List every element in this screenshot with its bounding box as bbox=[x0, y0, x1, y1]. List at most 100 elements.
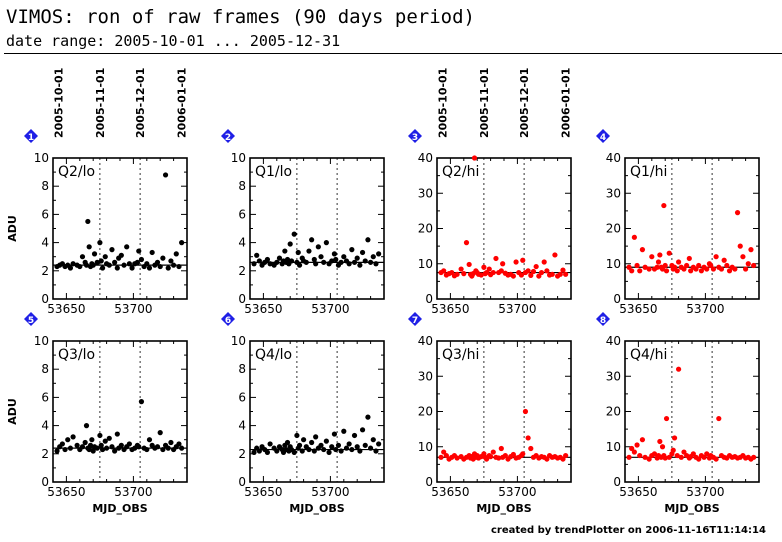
data-point bbox=[94, 445, 100, 451]
y-tick-label: 2 bbox=[41, 264, 49, 278]
data-point bbox=[359, 249, 366, 256]
data-point bbox=[136, 444, 142, 450]
data-point bbox=[98, 442, 104, 448]
data-point bbox=[65, 437, 71, 443]
data-point bbox=[663, 415, 670, 422]
data-point bbox=[85, 218, 91, 225]
data-point bbox=[634, 442, 640, 448]
y-tick-label: 40 bbox=[606, 334, 621, 348]
panel-3: 0 10 20 30 40 53650 53700 Q2/hi 3 2005-10-01 2005-… bbox=[408, 68, 573, 316]
data-point bbox=[666, 454, 672, 460]
data-point bbox=[745, 261, 751, 267]
data-point bbox=[530, 268, 537, 275]
data-point bbox=[121, 262, 127, 268]
panel-badge-icon bbox=[596, 129, 610, 143]
data-point bbox=[179, 445, 185, 451]
data-point bbox=[718, 266, 725, 272]
data-point bbox=[441, 268, 447, 274]
data-point bbox=[496, 455, 502, 461]
data-point bbox=[657, 252, 663, 258]
y-axis-label: ADU bbox=[6, 215, 19, 242]
data-point bbox=[557, 271, 563, 277]
data-point bbox=[716, 415, 722, 422]
data-point bbox=[376, 441, 382, 447]
y-tick-label: 10 bbox=[34, 151, 49, 165]
x-tick-label: 53650 bbox=[619, 485, 657, 499]
data-point bbox=[104, 445, 110, 451]
data-point bbox=[114, 431, 120, 437]
data-point bbox=[168, 258, 174, 264]
data-point bbox=[331, 251, 338, 257]
data-point bbox=[376, 251, 382, 257]
data-point bbox=[335, 442, 342, 448]
data-point bbox=[368, 445, 374, 451]
data-point bbox=[144, 446, 150, 453]
data-point bbox=[349, 446, 355, 453]
data-point bbox=[637, 268, 643, 274]
data-point bbox=[251, 449, 257, 455]
data-point bbox=[646, 456, 652, 462]
data-point bbox=[309, 237, 315, 243]
y-tick-label: 6 bbox=[41, 390, 49, 404]
data-point bbox=[500, 261, 506, 267]
data-point bbox=[365, 414, 371, 420]
data-point bbox=[315, 244, 321, 250]
y-tick-label: 0 bbox=[425, 475, 433, 489]
y-tick-label: 10 bbox=[231, 151, 246, 165]
data-point bbox=[54, 448, 60, 454]
data-point bbox=[276, 255, 283, 261]
data-point bbox=[74, 442, 80, 448]
data-point bbox=[654, 264, 660, 270]
data-point bbox=[97, 240, 103, 246]
data-point bbox=[351, 432, 358, 439]
data-point bbox=[126, 261, 132, 267]
data-point bbox=[518, 272, 525, 278]
data-point bbox=[454, 455, 460, 461]
data-point bbox=[309, 439, 315, 446]
data-point bbox=[354, 444, 360, 450]
data-point bbox=[461, 271, 467, 277]
data-point bbox=[351, 259, 358, 265]
data-point bbox=[144, 261, 150, 267]
data-point bbox=[481, 264, 487, 270]
y-tick-label: 20 bbox=[606, 405, 621, 419]
data-point bbox=[254, 252, 260, 258]
data-point bbox=[323, 240, 329, 246]
data-point bbox=[713, 456, 719, 462]
data-point bbox=[629, 268, 635, 274]
data-point bbox=[264, 256, 271, 263]
data-point bbox=[256, 258, 262, 264]
y-tick-label: 0 bbox=[425, 292, 433, 306]
y-tick-label: 2 bbox=[238, 447, 246, 461]
y-tick-label: 0 bbox=[613, 292, 621, 306]
data-point bbox=[671, 264, 678, 270]
data-point bbox=[538, 269, 545, 276]
data-point bbox=[295, 249, 301, 256]
data-point bbox=[329, 258, 335, 264]
data-point bbox=[99, 265, 106, 271]
header-divider bbox=[4, 53, 782, 54]
data-point bbox=[329, 444, 335, 450]
data-point bbox=[544, 456, 550, 462]
data-point bbox=[626, 264, 632, 270]
x-tick-label: 53650 bbox=[431, 302, 469, 316]
data-point bbox=[62, 446, 68, 453]
panel-badge-icon bbox=[596, 312, 610, 326]
data-point bbox=[659, 444, 666, 450]
panel-badge-number: 6 bbox=[225, 316, 231, 326]
data-point bbox=[291, 231, 297, 237]
y-tick-label: 8 bbox=[238, 179, 246, 193]
panel-7: 0 10 20 30 40 53650 53700 Q3/hi 7 MJD_OBS bbox=[408, 312, 572, 515]
data-point bbox=[165, 265, 171, 271]
data-point bbox=[321, 446, 327, 453]
data-point bbox=[341, 428, 347, 434]
panel-badge-number: 3 bbox=[412, 133, 418, 143]
top-date-label: 2005-11-01 bbox=[478, 68, 491, 138]
data-point bbox=[154, 259, 161, 265]
y-tick-label: 0 bbox=[613, 475, 621, 489]
data-point bbox=[674, 452, 680, 459]
x-tick-label: 53700 bbox=[498, 302, 536, 316]
data-point bbox=[696, 262, 702, 269]
data-point bbox=[563, 271, 569, 277]
data-point bbox=[674, 268, 680, 274]
